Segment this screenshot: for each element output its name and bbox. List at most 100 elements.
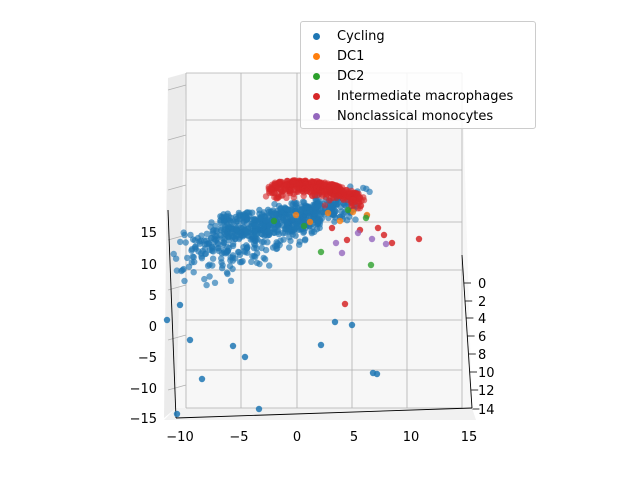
z-tick-label: 15	[140, 226, 157, 241]
legend-item-dc2: DC2	[313, 66, 364, 86]
point-cycling	[206, 273, 213, 280]
point-cycling	[182, 239, 189, 246]
point-cycling	[170, 250, 177, 258]
point-cycling	[313, 226, 321, 233]
point-cycling	[238, 258, 245, 266]
point-cycling	[269, 244, 277, 251]
point-cycling	[218, 213, 226, 221]
point-intermediate-macrophages	[353, 191, 360, 198]
point-cycling	[186, 336, 194, 344]
point-intermediate-macrophages	[290, 194, 297, 201]
point-cycling	[230, 233, 237, 240]
point-cycling	[260, 222, 267, 229]
point-intermediate-macrophages	[328, 224, 336, 232]
point-cycling	[225, 213, 232, 220]
point-dc2	[344, 206, 352, 214]
point-cycling	[255, 405, 263, 413]
floor-pane	[164, 408, 476, 420]
point-cycling	[190, 253, 197, 261]
point-dc2	[362, 214, 370, 222]
legend-label-dc1: DC1	[337, 48, 365, 64]
point-cycling	[277, 208, 285, 215]
point-cycling	[215, 244, 222, 252]
point-cycling	[253, 259, 261, 266]
point-cycling	[285, 211, 293, 219]
point-cycling	[236, 211, 243, 218]
point-intermediate-macrophages	[320, 182, 328, 189]
point-cycling	[218, 255, 225, 262]
point-cycling	[251, 237, 258, 244]
point-cycling	[212, 227, 220, 234]
y-tick-label: 0	[478, 277, 486, 292]
point-cycling	[226, 262, 234, 270]
point-cycling	[207, 223, 214, 230]
point-cycling	[219, 262, 226, 269]
point-cycling	[348, 321, 356, 329]
point-cycling	[251, 222, 258, 229]
point-cycling	[331, 318, 339, 326]
scatter-points	[163, 177, 423, 418]
point-dc1	[324, 209, 332, 217]
point-intermediate-macrophages	[271, 190, 278, 197]
point-cycling	[163, 316, 171, 324]
point-cycling	[274, 228, 281, 235]
point-cycling	[184, 254, 191, 262]
point-cycling	[227, 277, 235, 284]
point-intermediate-macrophages	[271, 181, 279, 189]
point-cycling	[201, 275, 208, 283]
point-cycling	[241, 353, 249, 361]
legend-label-cycling: Cycling	[337, 28, 385, 44]
point-cycling	[251, 216, 258, 223]
legend: Cycling DC1 DC2 Intermediate macrophages…	[300, 21, 536, 129]
legend-item-intermediate-macrophages: Intermediate macrophages	[313, 86, 513, 106]
legend-item-dc1: DC1	[313, 46, 364, 66]
point-dc2	[270, 217, 278, 225]
point-nonclassical-monocytes	[368, 235, 376, 243]
point-dc1	[349, 208, 357, 216]
point-cycling	[266, 262, 273, 269]
back-pane	[176, 73, 472, 408]
point-cycling	[317, 341, 325, 349]
point-cycling	[173, 410, 181, 418]
point-intermediate-macrophages	[305, 183, 313, 191]
point-cycling	[334, 200, 341, 208]
point-intermediate-macrophages	[290, 178, 297, 185]
point-cycling	[230, 240, 237, 247]
point-intermediate-macrophages	[345, 188, 352, 195]
point-cycling	[282, 216, 289, 223]
point-cycling	[192, 245, 199, 252]
point-cycling	[233, 226, 240, 233]
legend-label-intermediate-macrophages: Intermediate macrophages	[337, 88, 514, 104]
x-tick-label: −10	[166, 430, 193, 445]
y-tick-label: 14	[478, 403, 495, 418]
point-intermediate-macrophages	[349, 196, 357, 203]
point-cycling	[352, 216, 359, 223]
legend-marker-dc2	[313, 72, 320, 80]
point-cycling	[220, 249, 227, 256]
point-dc2	[317, 248, 325, 256]
point-cycling	[257, 213, 265, 221]
point-intermediate-macrophages	[388, 239, 396, 247]
point-cycling	[252, 231, 260, 238]
point-cycling	[203, 230, 211, 237]
point-intermediate-macrophages	[283, 194, 290, 201]
point-dc2	[300, 222, 308, 230]
point-cycling	[209, 255, 217, 262]
point-nonclassical-monocytes	[354, 229, 362, 237]
point-cycling	[189, 236, 197, 243]
point-dc1	[292, 211, 300, 219]
point-cycling	[211, 279, 219, 286]
point-cycling	[242, 226, 250, 234]
point-intermediate-macrophages	[341, 300, 349, 308]
point-cycling	[262, 217, 269, 224]
point-cycling	[227, 257, 234, 264]
tick-labels: −10 −5 0 5 10 15 0 2 4 6 8 10 12 14 −15 −10 −5 0 5 10 15	[130, 226, 495, 445]
point-intermediate-macrophages	[415, 235, 423, 243]
point-cycling	[198, 255, 206, 262]
point-nonclassical-monocytes	[332, 239, 340, 247]
point-cycling	[360, 184, 367, 192]
x-tick-label: 15	[461, 430, 478, 445]
point-intermediate-macrophages	[276, 178, 283, 185]
y-tick-label: 10	[478, 366, 495, 381]
legend-marker-dc1	[313, 52, 320, 60]
